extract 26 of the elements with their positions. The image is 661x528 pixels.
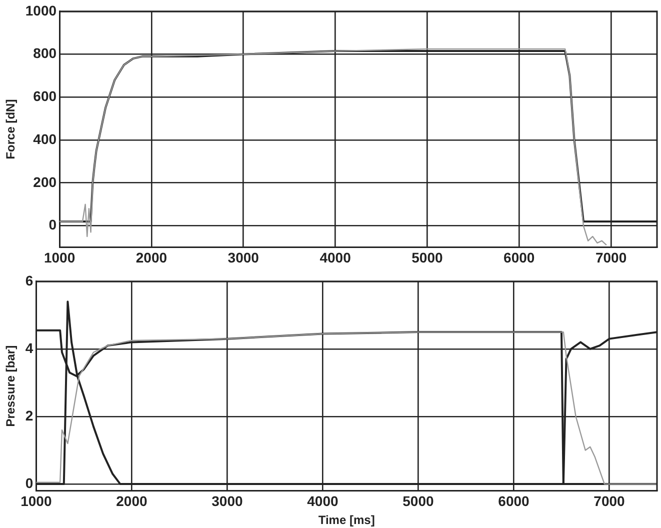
- x-axis-title: Time [ms]: [318, 513, 375, 528]
- y-tick-label: 200: [33, 174, 57, 190]
- y-tick-label: 0: [48, 216, 57, 233]
- x-tick-label: 5000: [412, 249, 443, 266]
- x-tick-label: 3000: [212, 493, 243, 510]
- x-tick-label: 4000: [320, 249, 352, 266]
- y-tick-label: 4: [25, 340, 34, 356]
- y-axis-title: Force [dN]: [4, 99, 18, 160]
- x-tick-label: 7000: [595, 249, 627, 266]
- y-axis-title: Pressure [bar]: [4, 345, 18, 427]
- x-tick-label: 6000: [498, 493, 530, 510]
- x-tick-label: 1000: [44, 249, 76, 266]
- y-tick-label: 800: [33, 45, 57, 62]
- y-tick-label: 2: [25, 407, 34, 424]
- y-tick-label: 400: [33, 130, 57, 147]
- x-tick-label: 6000: [504, 249, 535, 266]
- y-tick-label: 6: [25, 272, 34, 288]
- x-tick-label: 2000: [116, 493, 148, 510]
- x-tick-label: 4000: [307, 493, 338, 510]
- y-tick-label: 600: [33, 88, 57, 104]
- y-tick-label: 0: [25, 474, 34, 491]
- x-tick-label: 2000: [136, 249, 168, 266]
- x-tick-label: 3000: [228, 249, 260, 266]
- y-tick-label: 1000: [25, 2, 57, 18]
- x-tick-label: 5000: [402, 493, 434, 510]
- x-tick-label: 7000: [594, 493, 626, 510]
